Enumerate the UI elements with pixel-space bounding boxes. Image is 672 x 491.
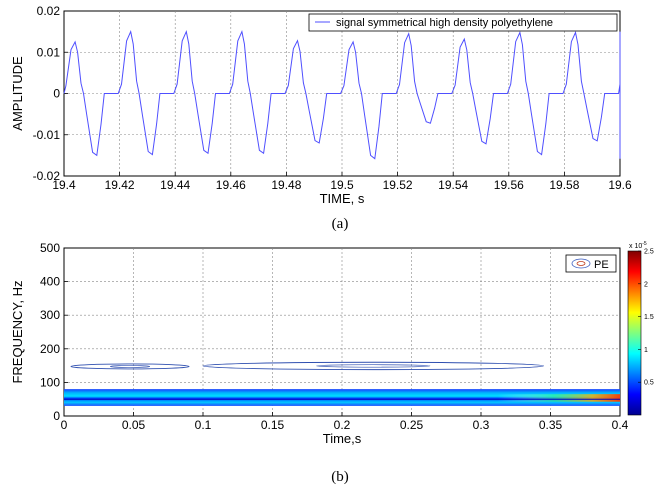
contour-150hz-inner-2	[316, 364, 431, 368]
colorbar-tick-label: 0.5	[644, 380, 654, 387]
y-tick-label: 300	[40, 308, 60, 322]
x-tick-label: 19.4	[52, 178, 76, 192]
contour-150hz-inner-1	[109, 365, 151, 368]
panel-a-caption: (a)	[332, 216, 349, 232]
colorbar: 0.5 1 1.5 2 2.5 x 10-5	[627, 241, 654, 416]
colorbar-tick-label: 2.5	[644, 249, 654, 256]
heatmap-bands	[64, 361, 620, 406]
panel-b-chart: 0 0.05 0.1 0.15 0.2 0.25 0.3 0.35 0.4 0 100 200 300…	[10, 241, 654, 485]
y-tick-label: -0.02	[33, 169, 61, 183]
x-tick-label: 19.56	[494, 178, 524, 192]
panel-a-y-tick-labels: -0.02 -0.01 0 0.01 0.02	[33, 4, 61, 183]
x-tick-label: 0.25	[400, 418, 424, 432]
x-tick-label: 0.2	[334, 418, 351, 432]
panel-b-x-tick-labels: 0 0.05 0.1 0.15 0.2 0.25 0.3 0.35 0.4	[61, 418, 629, 432]
legend-label-signal: signal symmetrical high density polyethy…	[336, 17, 553, 29]
panel-a-legend: signal symmetrical high density polyethy…	[308, 13, 618, 32]
x-tick-label: 0.3	[473, 418, 490, 432]
colorbar-exponent-power: -5	[642, 241, 647, 247]
panel-b-legend: PE	[565, 254, 617, 273]
signal-line	[63, 29, 621, 160]
colorbar-tick-labels: 0.5 1 1.5 2 2.5	[638, 249, 654, 387]
y-tick-label: -0.01	[33, 128, 61, 142]
colorbar-gradient	[627, 250, 642, 416]
x-tick-label: 0.15	[261, 418, 285, 432]
y-tick-label: 200	[40, 342, 60, 356]
legend-label-pe: PE	[594, 259, 609, 271]
colorbar-exponent-label: x 10-5	[629, 241, 647, 250]
panel-a-chart: 19.4 19.42 19.44 19.46 19.48 19.5 19.52 19.54 19…	[10, 4, 632, 232]
y-tick-label: 500	[40, 241, 60, 255]
panel-b-gridlines	[63, 247, 621, 417]
x-tick-label: 0.35	[539, 418, 563, 432]
x-tick-label: 0.1	[195, 418, 212, 432]
x-tick-label: 0.4	[612, 418, 629, 432]
y-tick-label: 0.02	[37, 4, 61, 18]
panel-a-y-axis-label: AMPLITUDE	[10, 56, 25, 131]
contour-150hz-2	[202, 361, 544, 371]
panel-a-x-tick-labels: 19.4 19.42 19.44 19.46 19.48 19.5 19.52 19.54 19…	[52, 178, 632, 192]
contour-legend-icon-inner	[576, 261, 586, 266]
colorbar-tick-label: 2	[644, 281, 648, 288]
x-tick-label: 19.46	[216, 178, 246, 192]
x-tick-label: 19.42	[105, 178, 135, 192]
panel-a-x-axis-label: TIME, s	[320, 191, 365, 206]
x-tick-label: 0	[61, 418, 68, 432]
y-tick-label: 400	[40, 275, 60, 289]
colorbar-exponent-base: x 10	[629, 243, 642, 250]
x-tick-label: 19.6	[608, 178, 632, 192]
y-tick-label: 0	[53, 87, 60, 101]
colorbar-tick-label: 1	[644, 347, 648, 354]
x-tick-label: 19.44	[160, 178, 190, 192]
colorbar-tick-label: 1.5	[644, 314, 654, 321]
x-tick-label: 0.05	[122, 418, 146, 432]
y-tick-label: 0.01	[37, 45, 61, 59]
panel-b-y-axis-label: FREQUENCY, Hz	[10, 280, 25, 383]
x-tick-label: 19.52	[383, 178, 413, 192]
heatmap-band-peak	[64, 394, 620, 402]
panel-b-x-axis-label: Time,s	[323, 431, 362, 446]
contour-150hz-1	[70, 363, 190, 370]
x-tick-label: 19.5	[330, 178, 354, 192]
panel-b-y-tick-labels: 0 100 200 300 400 500	[40, 241, 60, 423]
panel-a-gridlines	[63, 10, 621, 177]
y-tick-label: 100	[40, 375, 60, 389]
x-tick-label: 19.48	[271, 178, 301, 192]
y-tick-label: 0	[53, 409, 60, 423]
x-tick-label: 19.54	[438, 178, 468, 192]
legend-box	[308, 13, 618, 32]
panel-b-caption: (b)	[331, 469, 349, 485]
contour-legend-icon	[571, 258, 591, 269]
x-tick-label: 19.58	[549, 178, 579, 192]
